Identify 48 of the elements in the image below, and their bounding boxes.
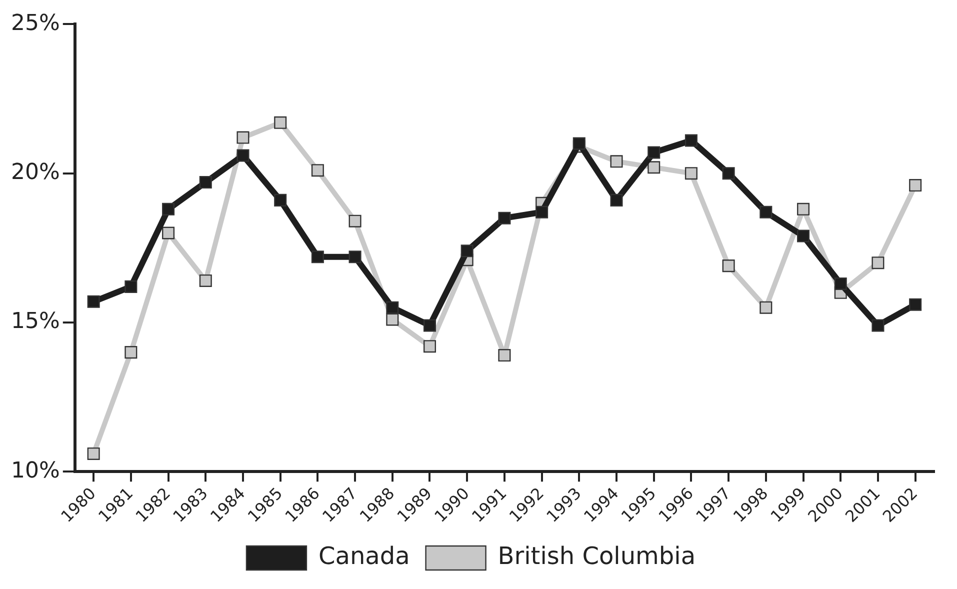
y-tick-label: 20%	[10, 160, 60, 186]
point	[909, 179, 922, 192]
point	[610, 194, 623, 206]
point	[909, 298, 922, 311]
point	[460, 244, 474, 258]
point	[423, 319, 436, 332]
point	[872, 256, 884, 270]
point	[236, 131, 250, 144]
point	[311, 164, 324, 177]
point	[87, 447, 100, 460]
point	[274, 194, 287, 206]
point	[797, 230, 810, 242]
point	[760, 206, 772, 218]
point	[87, 295, 100, 308]
point	[386, 301, 399, 314]
point	[684, 134, 698, 147]
point	[872, 319, 884, 332]
y-tick-label: 25%	[10, 10, 60, 36]
point	[610, 155, 623, 168]
point	[834, 277, 847, 290]
point	[572, 137, 586, 150]
point	[348, 250, 362, 264]
y-tick-label: 10%	[10, 458, 60, 484]
point	[797, 202, 810, 216]
point	[648, 146, 660, 159]
point	[162, 202, 175, 216]
point	[722, 167, 735, 180]
point	[199, 274, 212, 287]
point	[722, 260, 735, 272]
point	[274, 116, 287, 129]
point	[386, 313, 399, 326]
legend-label: Canada	[318, 542, 410, 570]
point	[124, 280, 138, 293]
point	[760, 301, 772, 314]
point	[311, 250, 324, 264]
point	[648, 161, 660, 174]
y-tick-label: 15%	[10, 309, 60, 334]
point	[236, 149, 250, 162]
point	[199, 176, 212, 189]
point	[684, 167, 698, 180]
legend-label: British Columbia	[498, 542, 696, 570]
point	[498, 212, 511, 224]
point	[124, 346, 138, 359]
point	[162, 226, 175, 240]
point	[423, 340, 436, 353]
point	[498, 349, 511, 362]
point	[536, 206, 548, 218]
point	[348, 214, 362, 228]
